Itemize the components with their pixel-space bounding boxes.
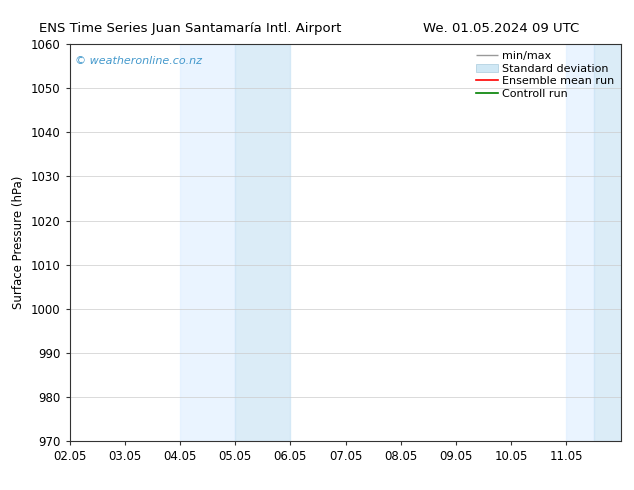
Text: ENS Time Series Juan Santamaría Intl. Airport: ENS Time Series Juan Santamaría Intl. Ai… bbox=[39, 22, 341, 35]
Bar bbox=[180, 44, 235, 441]
Bar bbox=[235, 44, 290, 441]
Bar bbox=[593, 44, 621, 441]
Text: We. 01.05.2024 09 UTC: We. 01.05.2024 09 UTC bbox=[423, 22, 579, 35]
Legend: min/max, Standard deviation, Ensemble mean run, Controll run: min/max, Standard deviation, Ensemble me… bbox=[472, 48, 618, 102]
Y-axis label: Surface Pressure (hPa): Surface Pressure (hPa) bbox=[13, 176, 25, 309]
Bar bbox=[566, 44, 593, 441]
Text: © weatheronline.co.nz: © weatheronline.co.nz bbox=[75, 56, 202, 66]
